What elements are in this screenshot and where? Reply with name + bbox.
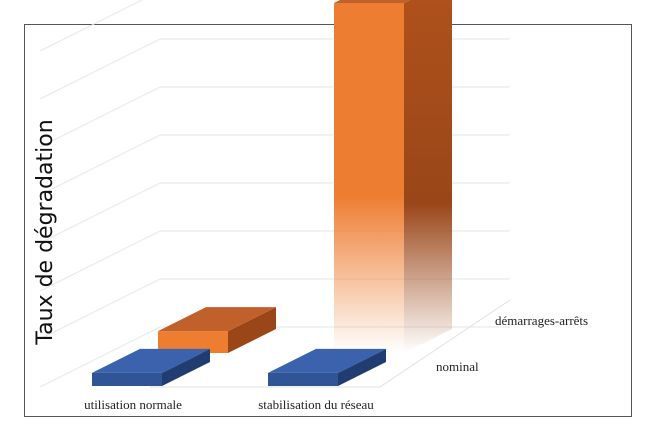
z-tick-label-nominal: nominal bbox=[436, 359, 479, 374]
bar-demarrages-arrets-2 bbox=[334, 0, 452, 353]
z-tick-label-demarrages-arrets: démarrages-arrêts bbox=[495, 313, 588, 328]
bar-nominal-1-side bbox=[162, 348, 210, 386]
bar-nominal-2-side bbox=[338, 348, 386, 386]
bar-nominal-2 bbox=[268, 348, 386, 386]
floor-edge-right bbox=[379, 299, 511, 388]
bar-demarrages-arrets-1-side bbox=[228, 307, 276, 353]
x-tick-label-2: stabilisation du réseau bbox=[258, 397, 374, 412]
bar-demarrages-arrets-1 bbox=[158, 307, 276, 353]
bar-demarrages-arrets-1-top bbox=[158, 307, 276, 332]
bar-nominal-1-top bbox=[92, 348, 210, 373]
bar-demarrages-arrets-2-front bbox=[334, 3, 404, 353]
bar-demarrages-arrets-2-side bbox=[404, 0, 452, 353]
bar-demarrages-arrets-2-top bbox=[334, 0, 410, 3]
x-tick-label-1: utilisation normale bbox=[84, 397, 182, 412]
gridline bbox=[39, 0, 144, 52]
bars-layer bbox=[92, 0, 452, 386]
bar-demarrages-arrets-1-front bbox=[158, 331, 228, 353]
y-axis-label: Taux de dégradation bbox=[33, 119, 58, 345]
bar-nominal-2-front bbox=[268, 372, 338, 386]
bar-nominal-1-front bbox=[92, 372, 162, 386]
bar-nominal-1 bbox=[92, 348, 210, 386]
bar-nominal-2-top bbox=[268, 348, 386, 373]
